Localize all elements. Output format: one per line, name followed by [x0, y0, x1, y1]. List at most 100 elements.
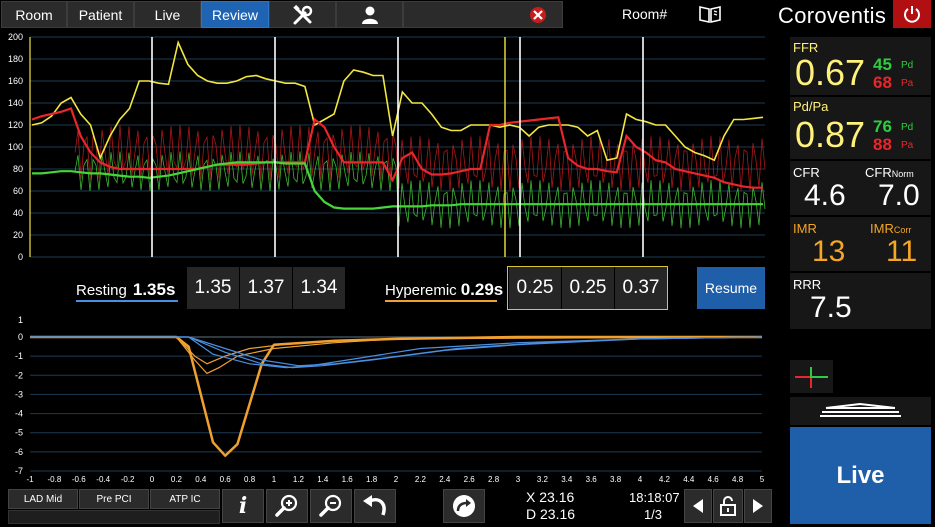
- y-tick-label: -2: [15, 370, 23, 380]
- close-button[interactable]: [530, 7, 546, 23]
- info-icon: i: [238, 493, 248, 519]
- notes-field[interactable]: [8, 510, 220, 524]
- resting-label: Resting: [76, 282, 127, 299]
- tab-patient[interactable]: Patient: [67, 1, 134, 28]
- share-button[interactable]: [443, 489, 485, 523]
- tab-live[interactable]: Live: [134, 1, 201, 28]
- y-tick-label: 0: [18, 332, 23, 342]
- ffr-panel[interactable]: FFR 0.67 45 Pd 68 Pa: [790, 37, 931, 95]
- phase-button[interactable]: Pre PCI: [79, 489, 149, 509]
- rrr-panel[interactable]: RRR 7.5: [790, 273, 931, 329]
- y-tick-label: 40: [13, 208, 23, 218]
- resting-value-1[interactable]: 1.35: [187, 267, 239, 309]
- zoom-out-button[interactable]: [310, 489, 352, 523]
- ffr-pd-label: Pd: [901, 60, 914, 71]
- live-button[interactable]: Live: [790, 427, 931, 524]
- hyperemic-values-group: [507, 266, 668, 310]
- x-tick-label: -0.2: [121, 475, 135, 484]
- previous-button[interactable]: [684, 489, 712, 523]
- power-button[interactable]: [893, 0, 931, 28]
- resume-button[interactable]: Resume: [697, 267, 765, 309]
- x-tick-label: 0.4: [195, 475, 207, 484]
- tab-room[interactable]: Room: [1, 1, 67, 28]
- tab-room-label: Room: [15, 6, 53, 23]
- brand-logo: Coroventis: [778, 3, 887, 28]
- y-tick-label: 160: [8, 76, 23, 86]
- pressure-chart[interactable]: 0 20 40 60 80 100 120 140 160 180 200: [0, 30, 785, 266]
- hyperemic-value-1[interactable]: 0.25: [509, 267, 561, 309]
- crosshair-icon: [795, 367, 828, 388]
- x-tick-label: 4.4: [683, 475, 695, 484]
- x-tick-label: 2.8: [488, 475, 500, 484]
- y-tick-label: 80: [13, 164, 23, 174]
- top-bar: Room Patient Live Review Room# Coroventi: [0, 0, 935, 30]
- x-tick-label: 4.6: [708, 475, 720, 484]
- transit-curve-3: [30, 336, 763, 369]
- transit-curve-1: [30, 336, 762, 374]
- x-tick-label: 0.8: [244, 475, 256, 484]
- lock-button[interactable]: [713, 489, 743, 523]
- transit-curve-5: [30, 336, 763, 369]
- y-tick-label: 1: [18, 315, 23, 325]
- pdpa-pd-value: 76: [873, 117, 892, 136]
- rrr-value: 7.5: [810, 291, 852, 324]
- transit-time-chart[interactable]: 0 -1 -2 -3 -4 -5 -6 -7 1 -1 -0.8 -0.6 -0.4 -0.2 0 0.2 0.…: [0, 315, 785, 487]
- crosshair-button[interactable]: [790, 360, 833, 393]
- resting-value-2[interactable]: 1.37: [240, 267, 292, 309]
- resting-underline: [76, 300, 178, 302]
- x-tick-label: 1.8: [366, 475, 378, 484]
- cfr-norm-sub: Norm: [891, 169, 914, 179]
- ffr-label: FFR: [793, 40, 819, 55]
- tools-button[interactable]: [269, 1, 336, 28]
- y-tick-label: 180: [8, 54, 23, 64]
- tab-patient-label: Patient: [78, 6, 123, 23]
- resting-value-3[interactable]: 1.34: [293, 267, 345, 309]
- x-tick-label: 3.2: [537, 475, 549, 484]
- x-tick-label: 5: [760, 475, 765, 484]
- imr-label: IMR: [793, 221, 817, 236]
- book-icon: [699, 6, 721, 23]
- next-button[interactable]: [744, 489, 772, 523]
- ffr-pd-value: 45: [873, 55, 892, 74]
- hyperemic-summary: Hyperemic 0.29s: [385, 280, 503, 300]
- y-tick-label: 20: [13, 230, 23, 240]
- pdpa-pa-value: 88: [873, 135, 892, 154]
- hyperemic-value-2[interactable]: 0.25: [562, 267, 614, 309]
- info-button[interactable]: i: [222, 489, 264, 523]
- vessel-button[interactable]: LAD Mid: [8, 489, 78, 509]
- power-icon: [904, 6, 920, 23]
- hyperemic-mean: 0.29s: [460, 280, 504, 299]
- unlock-icon: [720, 496, 736, 516]
- x-tick-label: -0.8: [48, 475, 62, 484]
- share-icon: [453, 495, 475, 517]
- resting-summary: Resting 1.35s: [76, 280, 175, 300]
- x-tick-label: 2: [394, 475, 399, 484]
- x-readout: X 23.16: [526, 489, 575, 505]
- pa-raw-trace: [74, 124, 766, 191]
- pdpa-pd-label: Pd: [901, 122, 914, 133]
- cfr-panel[interactable]: CFR 4.6 CFRNorm 7.0: [790, 161, 931, 215]
- y-tick-label: -1: [15, 351, 23, 361]
- zoom-in-button[interactable]: [266, 489, 308, 523]
- cfr-norm-label-group: CFRNorm: [865, 165, 914, 180]
- x-tick-label: -1: [26, 475, 34, 484]
- arrow-right-icon: [753, 499, 763, 513]
- pdpa-label: Pd/Pa: [793, 99, 829, 114]
- manual-button[interactable]: [698, 4, 722, 29]
- collapse-button[interactable]: [790, 397, 931, 425]
- patient-info-bar: [403, 1, 563, 28]
- x-tick-label: 0.6: [220, 475, 232, 484]
- close-icon: [533, 10, 543, 20]
- cfr-norm-value: 7.0: [878, 179, 920, 212]
- tab-review[interactable]: Review: [201, 1, 269, 28]
- imr-corr-value: 11: [886, 235, 918, 268]
- resting-mean: 1.35s: [132, 280, 176, 299]
- user-button[interactable]: [336, 1, 403, 28]
- x-tick-label: 1.4: [317, 475, 329, 484]
- hyperemic-value-3[interactable]: 0.37: [615, 267, 667, 309]
- drug-button[interactable]: ATP IC: [150, 489, 220, 509]
- pdpa-panel[interactable]: Pd/Pa 0.87 76 Pd 88 Pa: [790, 97, 931, 159]
- imr-panel[interactable]: IMR 13 IMRCorr 11: [790, 217, 931, 271]
- d-readout: D 23.16: [526, 506, 576, 522]
- undo-button[interactable]: [354, 489, 396, 523]
